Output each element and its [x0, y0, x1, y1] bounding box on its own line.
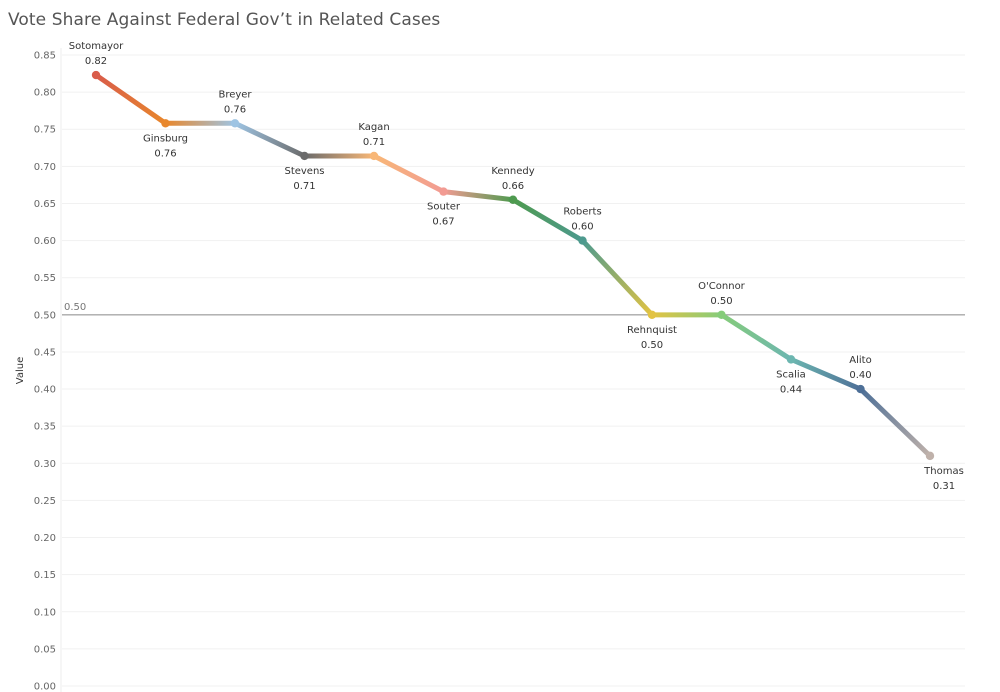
data-point [369, 151, 379, 161]
point-name-label: Stevens [284, 166, 324, 177]
point-name-label: O'Connor [698, 281, 746, 292]
y-tick-label: 0.55 [34, 273, 56, 284]
line-segment [580, 238, 655, 318]
y-axis-title: Value [15, 357, 26, 384]
y-tick-label: 0.65 [34, 199, 56, 210]
data-point [578, 236, 587, 245]
line-segment [719, 312, 794, 362]
y-tick-label: 0.60 [34, 236, 56, 247]
y-tick-label: 0.50 [34, 310, 56, 321]
y-tick-label: 0.20 [34, 533, 56, 544]
line-segment [441, 189, 516, 203]
point-value-label: 0.50 [641, 340, 663, 351]
data-point [925, 451, 935, 461]
data-point [647, 310, 657, 320]
point-name-label: Kennedy [491, 166, 534, 177]
point-value-label: 0.67 [432, 217, 454, 228]
y-tick-label: 0.85 [34, 51, 56, 62]
y-tick-label: 0.70 [34, 162, 56, 173]
y-tick-label: 0.45 [34, 347, 56, 358]
point-name-label: Ginsburg [143, 133, 188, 144]
series-line [93, 72, 933, 459]
point-name-label: Scalia [776, 369, 806, 380]
y-tick-label: 0.80 [34, 88, 56, 99]
point-value-label: 0.76 [154, 148, 176, 159]
data-point [161, 119, 170, 128]
reference-line-group: 0.50 [62, 302, 965, 316]
y-tick-label: 0.35 [34, 422, 56, 433]
point-value-label: 0.71 [293, 181, 315, 192]
point-value-label: 0.82 [85, 56, 107, 67]
point-value-label: 0.60 [571, 222, 593, 233]
line-segment [232, 120, 307, 159]
line-segment [858, 386, 933, 459]
point-name-label: Sotomayor [69, 41, 124, 52]
gridlines [62, 54, 965, 687]
data-point [230, 119, 240, 128]
y-axis: 0.00 0.05 0.10 0.15 0.20 0.25 0.30 0.35 0.40 0.45… [15, 48, 62, 692]
data-point [439, 187, 448, 196]
point-name-label: Rehnquist [627, 325, 677, 336]
line-segment [510, 197, 585, 244]
point-value-label: 0.71 [363, 137, 385, 148]
y-tick-label: 0.30 [34, 459, 56, 470]
point-name-label: Roberts [563, 207, 601, 218]
chart-title: Vote Share Against Federal Gov’t in Rela… [8, 10, 441, 30]
y-tick-label: 0.25 [34, 496, 56, 507]
point-name-label: Thomas [923, 466, 964, 477]
data-point [91, 70, 101, 80]
y-tick-label: 0.00 [34, 682, 56, 692]
reference-line-label: 0.50 [64, 302, 86, 313]
y-tick-label: 0.75 [34, 125, 56, 136]
point-value-label: 0.31 [933, 481, 955, 492]
point-value-label: 0.50 [710, 296, 732, 307]
line-segment [371, 153, 446, 195]
y-tick-label: 0.10 [34, 607, 56, 618]
point-labels: Sotomayor 0.82 Ginsburg 0.76 Breyer 0.76 Steve… [69, 41, 964, 492]
line-segment [93, 72, 168, 126]
y-tick-label: 0.40 [34, 385, 56, 396]
data-point [856, 384, 865, 394]
point-name-label: Kagan [358, 122, 389, 133]
data-point [508, 195, 518, 204]
point-name-label: Souter [427, 202, 461, 213]
point-value-label: 0.44 [780, 384, 802, 395]
point-value-label: 0.40 [849, 370, 871, 381]
point-value-label: 0.76 [224, 104, 246, 115]
point-name-label: Breyer [218, 89, 252, 100]
y-tick-label: 0.15 [34, 570, 56, 581]
line-segment [788, 356, 863, 392]
y-tick-label: 0.05 [34, 644, 56, 655]
data-point [300, 151, 309, 161]
data-point [717, 310, 726, 320]
point-value-label: 0.66 [502, 181, 524, 192]
point-name-label: Alito [849, 355, 871, 366]
data-points [91, 70, 935, 461]
data-point [786, 355, 796, 364]
